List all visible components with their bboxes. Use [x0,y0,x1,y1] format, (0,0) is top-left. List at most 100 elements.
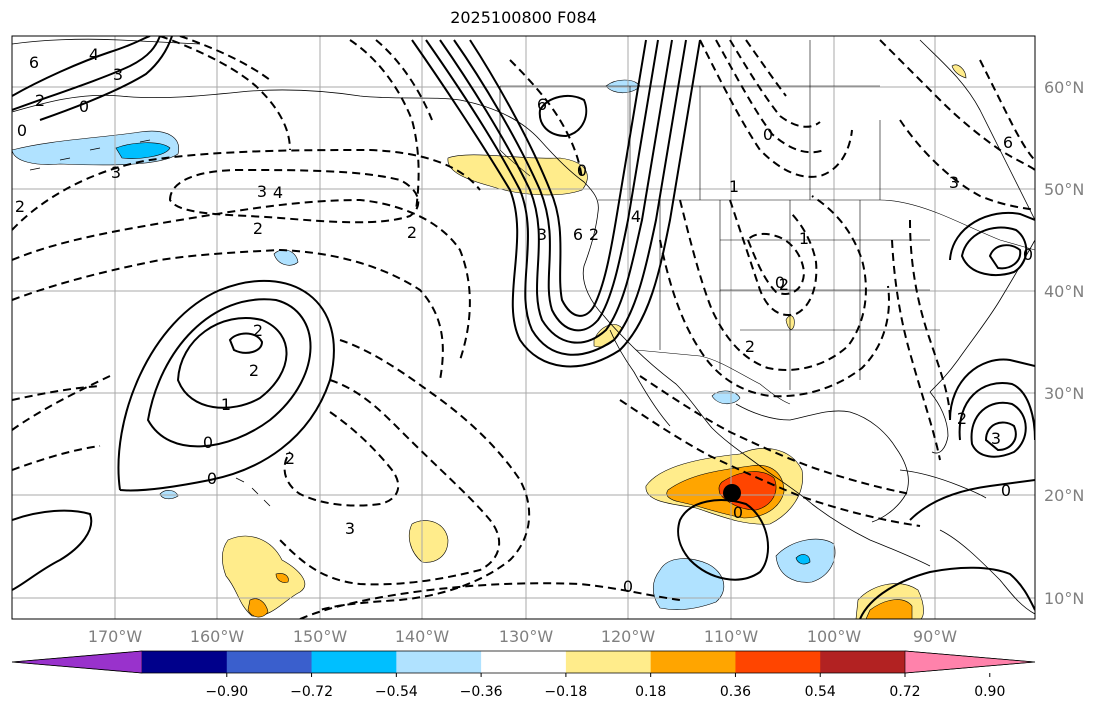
coastline-pacific-us [582,211,633,347]
longitude-label: 90°W [913,627,957,646]
fill-positive-subtropic [409,520,449,563]
dash-alaska-3 [349,39,420,211]
border-us-canada [598,199,1035,251]
colorbar-segment [226,651,313,673]
colorbar-tick-label: −0.36 [460,684,503,700]
colorbar-segment [311,651,397,673]
contour-east-high-2 [958,382,1035,441]
dash-subtropic-3 [12,339,531,611]
coastline-central-america [939,529,1035,615]
dash-east-5 [979,59,1035,161]
contour-aleutian-1 [12,36,151,97]
coastline-florida [929,391,949,454]
dash-north-pacific-1 [12,198,471,361]
contour-yukon-high [538,94,588,138]
contour-east-0 [909,479,1035,521]
contour-label: 3 [113,65,123,84]
colorbar-tick-label: −0.90 [205,684,248,700]
contour-ridge-3 [439,39,673,344]
contour-west-high-3 [146,298,312,448]
colorbar-tick-label: −0.18 [544,684,587,700]
colorbar-segment [650,651,736,673]
colorbar-outline [11,650,1036,674]
dash-west-low-4 [659,239,890,398]
latitude-labels: 60°N 50°N 40°N 30°N 20°N 10°N [1044,78,1084,608]
contour-ridge-2 [425,39,687,356]
contour-ridge-5 [469,39,647,317]
map-frame [11,35,1036,620]
colorbar-tick-label: −0.54 [375,684,418,700]
contour-east-low-3 [988,244,1022,270]
contour-east-high-4 [984,421,1017,452]
contour-label: 0 [775,273,785,292]
contour-label: 6 [573,225,583,244]
contour-label: 0 [203,433,213,452]
contour-west-high-2 [176,317,288,409]
dash-west-low-2 [746,232,806,295]
contour-label: 3 [949,173,959,192]
map-background [12,36,1035,619]
longitude-label: 110°W [704,627,759,646]
dashed-contours [12,36,1035,619]
colorbar: −0.90 −0.72 −0.54 −0.36 −0.18 0.18 0.36 0.54 0.7… [11,650,1036,700]
contour-label: 3 [345,519,355,538]
contour-label: 0 [17,121,27,140]
map-title: 2025100800 F084 [450,8,597,27]
latitude-label: 10°N [1044,589,1084,608]
dash-trough-1 [699,39,853,178]
contour-south-0 [859,566,1035,619]
contour-label: 2 [253,219,263,238]
coastline-gulf-mexico [735,403,909,523]
coastline-baja [609,329,671,427]
coastline-mexico-west [631,345,931,567]
dash-west-low-1 [729,199,818,316]
dash-east-4 [891,239,941,461]
fill-medium-hawaii-2 [275,573,289,583]
latitude-label: 30°N [1044,384,1084,403]
contour-label: 2 [745,337,755,356]
contour-label: 1 [729,177,739,196]
contour-label: 4 [273,183,283,202]
contour-label: 3 [257,182,267,201]
colorbar-extend-high [904,650,1036,674]
contour-label: 3 [537,225,547,244]
fill-medium-hawaii [247,598,269,618]
contour-east-low-1 [949,211,1035,261]
longitude-label: 160°W [190,627,245,646]
longitude-labels: 170°W 160°W 150°W 140°W 130°W 120°W 110°W 100°W… [88,627,957,646]
dash-alaska-2 [179,36,271,81]
contour-center-0 [677,499,770,581]
dash-east-1 [879,39,1035,171]
dash-subtropic-1 [12,375,500,586]
fill-positive-hawaii [222,535,306,617]
longitude-label: 100°W [807,627,862,646]
dash-west-low-3 [679,195,867,371]
dash-east-2 [899,119,1035,211]
colorbar-segment [396,651,482,673]
fill-medium-south [865,599,913,619]
contour-label: 4 [89,45,99,64]
contour-label: 2 [249,361,259,380]
contour-ridge-1 [411,39,701,368]
contour-west-high-1 [228,332,264,354]
contour-aleutian-3 [39,36,173,121]
latitude-label: 50°N [1044,180,1084,199]
dash-trough-4 [745,39,787,97]
dash-north-pacific-2 [12,248,444,381]
graticule [12,36,1035,619]
contour-label: 0 [577,161,587,180]
solid-contours [12,36,1035,619]
contour-label: 0 [79,97,89,116]
contour-east-high-1 [949,358,1035,421]
contour-label: 0 [207,469,217,488]
colorbar-segment [735,651,821,673]
contour-label: 0 [1023,245,1033,264]
latitude-label: 20°N [1044,486,1084,505]
latitude-label: 60°N [1044,78,1084,97]
storm-center-marker [723,484,741,502]
colorbar-segment [142,651,228,673]
colorbar-tick-label: 0.36 [720,684,751,700]
contour-label: 2 [589,225,599,244]
contour-label: 1 [799,229,809,248]
